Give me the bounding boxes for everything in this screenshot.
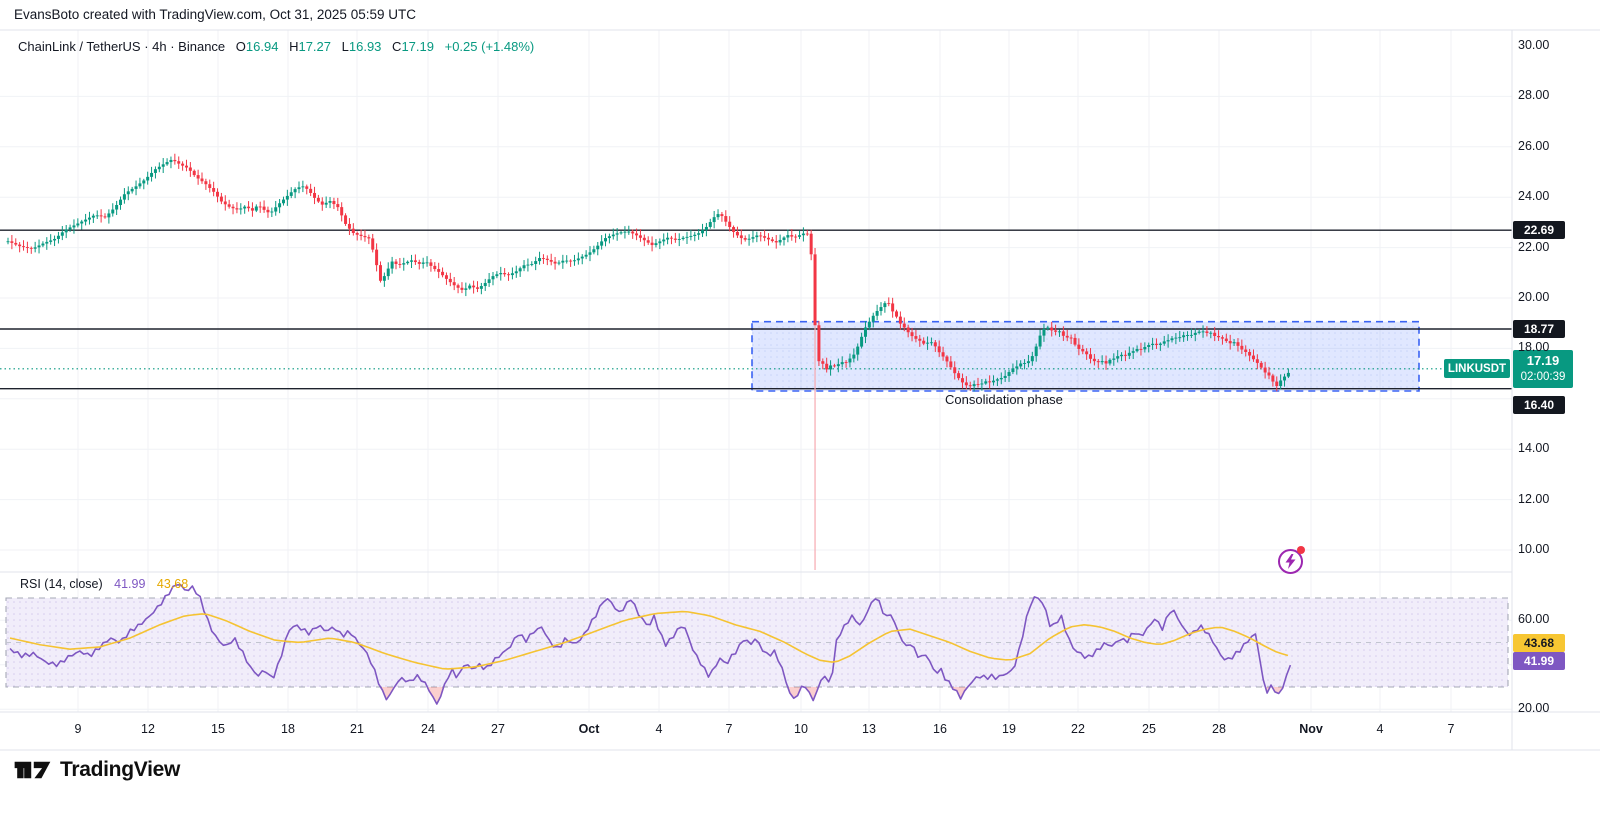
rsi-legend[interactable]: RSI (14, close) 41.99 43.68 bbox=[20, 577, 188, 591]
time-tick-label: 22 bbox=[1071, 722, 1085, 736]
time-tick-label: 13 bbox=[862, 722, 876, 736]
time-tick-label: 24 bbox=[421, 722, 435, 736]
tradingview-logo[interactable]: TradingView bbox=[14, 757, 180, 783]
time-tick-label: 4 bbox=[1376, 722, 1384, 736]
time-tick-label: 18 bbox=[281, 722, 295, 736]
last-price-value: 17.19 bbox=[1526, 353, 1560, 369]
rsi-tick-label: 20.00 bbox=[1518, 701, 1550, 716]
tradingview-logo-icon bbox=[14, 761, 51, 779]
time-tick-label: 7 bbox=[1447, 722, 1455, 736]
price-level-badge-1640: 16.40 bbox=[1513, 396, 1565, 414]
price-tick-label: 24.00 bbox=[1518, 189, 1550, 204]
open-label: O bbox=[235, 39, 246, 54]
high-label: H bbox=[289, 39, 299, 54]
symbol-legend[interactable]: ChainLink / TetherUS · 4h · Binance O16.… bbox=[18, 39, 534, 54]
price-tick-label: 14.00 bbox=[1518, 441, 1550, 456]
time-tick-label: 16 bbox=[933, 722, 947, 736]
time-tick-label: 25 bbox=[1142, 722, 1156, 736]
price-tick-label: 26.00 bbox=[1518, 138, 1550, 153]
symbol-title: ChainLink / TetherUS · 4h · Binance bbox=[18, 39, 226, 54]
time-tick-label: 21 bbox=[350, 722, 364, 736]
time-tick-label: 19 bbox=[1002, 722, 1016, 736]
time-tick-label: 9 bbox=[74, 722, 82, 736]
price-tick-label: 30.00 bbox=[1518, 38, 1550, 52]
consolidation-annotation[interactable]: Consolidation phase bbox=[945, 392, 1063, 407]
last-price-badge: 17.19 02:00:39 bbox=[1513, 350, 1573, 388]
time-tick-label: Nov bbox=[1299, 722, 1323, 736]
attribution-text: EvansBoto created with TradingView.com, … bbox=[14, 7, 416, 22]
rsi-value-badge: 41.99 bbox=[1513, 652, 1565, 670]
time-tick-label: Oct bbox=[578, 722, 600, 736]
price-tick-label: 18.00 bbox=[1518, 340, 1550, 355]
price-tick-label: 10.00 bbox=[1518, 542, 1550, 556]
tradingview-logo-text: TradingView bbox=[60, 758, 181, 781]
price-tick-label: 20.00 bbox=[1518, 290, 1550, 304]
rsi-ma-value: 43.68 bbox=[156, 577, 189, 591]
price-tick-label: 12.00 bbox=[1518, 491, 1550, 506]
rsi-ma-badge: 43.68 bbox=[1513, 634, 1565, 652]
time-tick-label: 4 bbox=[655, 722, 663, 736]
lightning-icon bbox=[1285, 554, 1296, 569]
time-tick-label: 10 bbox=[794, 722, 808, 736]
candle-countdown: 02:00:39 bbox=[1520, 371, 1566, 384]
price-tick-label: 22.00 bbox=[1518, 239, 1550, 254]
time-tick-label: 12 bbox=[141, 722, 155, 736]
price-level-badge-2269: 22.69 bbox=[1513, 221, 1565, 239]
price-level-badge-1877: 18.77 bbox=[1513, 320, 1565, 338]
high-value: 17.27 bbox=[298, 39, 332, 54]
time-tick-label: 15 bbox=[211, 722, 225, 736]
open-value: 16.94 bbox=[245, 39, 279, 54]
rsi-title: RSI (14, close) bbox=[20, 577, 103, 591]
rsi-value: 41.99 bbox=[114, 577, 146, 591]
time-tick-label: 7 bbox=[725, 722, 733, 736]
time-tick-label: 27 bbox=[491, 722, 505, 736]
symbol-name-badge: LINKUSDT bbox=[1444, 359, 1510, 378]
price-tick-label: 28.00 bbox=[1518, 88, 1550, 103]
notification-dot bbox=[1297, 546, 1305, 554]
rsi-tick-label: 60.00 bbox=[1518, 612, 1550, 627]
time-tick-label: 28 bbox=[1212, 722, 1226, 736]
flash-features-button[interactable] bbox=[1278, 549, 1303, 574]
low-value: 16.93 bbox=[348, 39, 382, 54]
change-value: +0.25 (+1.48%) bbox=[444, 39, 535, 54]
close-label: C bbox=[392, 39, 402, 54]
low-label: L bbox=[341, 39, 349, 54]
close-value: 17.19 bbox=[401, 39, 434, 54]
